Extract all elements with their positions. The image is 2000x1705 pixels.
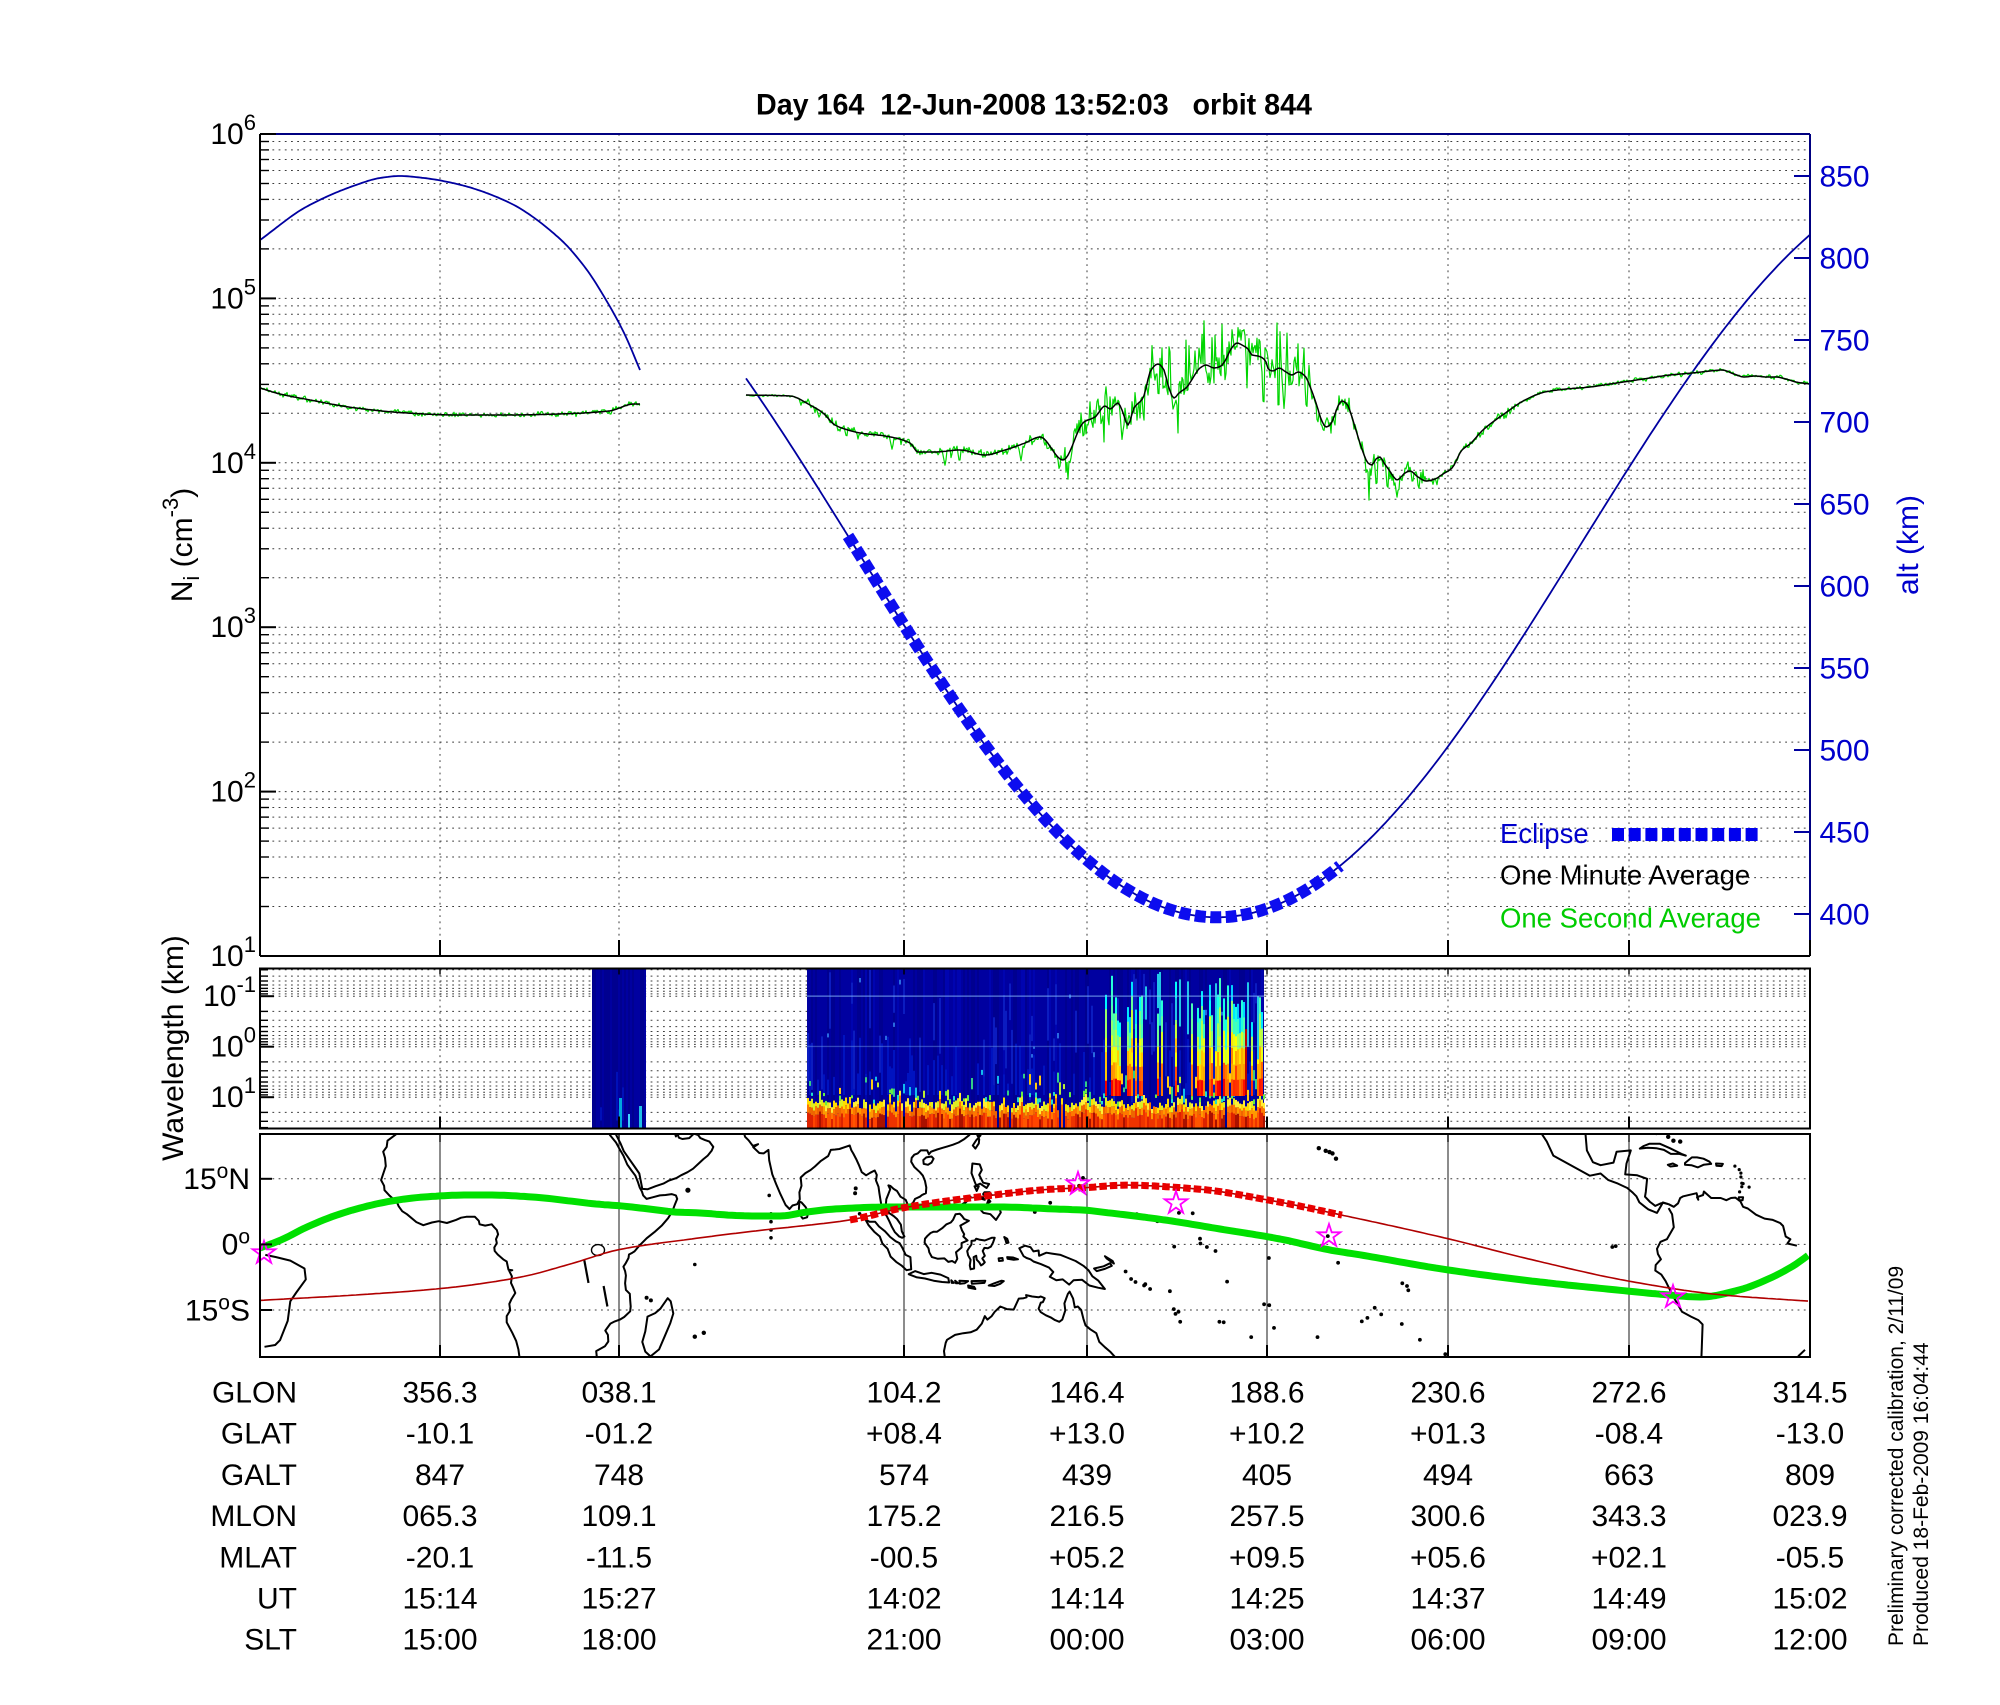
svg-text:+01.3: +01.3 <box>1410 1418 1486 1451</box>
svg-text:15:00: 15:00 <box>402 1624 477 1657</box>
svg-text:-20.1: -20.1 <box>406 1541 474 1574</box>
svg-text:-08.4: -08.4 <box>1595 1418 1663 1451</box>
svg-text:14:02: 14:02 <box>866 1583 941 1616</box>
svg-text:600: 600 <box>1820 570 1870 603</box>
svg-text:+05.6: +05.6 <box>1410 1541 1486 1574</box>
svg-text:439: 439 <box>1062 1459 1112 1492</box>
svg-text:alt (km): alt (km) <box>1892 495 1925 595</box>
svg-text:272.6: 272.6 <box>1591 1377 1666 1410</box>
svg-text:15:02: 15:02 <box>1772 1583 1847 1616</box>
svg-text:MLAT: MLAT <box>219 1541 297 1574</box>
svg-text:847: 847 <box>415 1459 465 1492</box>
svg-text:15oN: 15oN <box>183 1160 250 1196</box>
svg-text:104.2: 104.2 <box>866 1377 941 1410</box>
svg-text:-05.5: -05.5 <box>1776 1541 1844 1574</box>
svg-text:405: 405 <box>1242 1459 1292 1492</box>
svg-text:574: 574 <box>879 1459 929 1492</box>
svg-text:+09.5: +09.5 <box>1229 1541 1305 1574</box>
svg-text:SLT: SLT <box>244 1624 297 1657</box>
svg-text:850: 850 <box>1820 160 1870 193</box>
svg-text:GLON: GLON <box>212 1377 297 1410</box>
svg-text:750: 750 <box>1820 324 1870 357</box>
svg-text:038.1: 038.1 <box>581 1377 656 1410</box>
svg-text:06:00: 06:00 <box>1410 1624 1485 1657</box>
svg-text:Wavelength (km): Wavelength (km) <box>157 935 190 1161</box>
svg-text:18:00: 18:00 <box>581 1624 656 1657</box>
svg-text:-11.5: -11.5 <box>586 1541 652 1574</box>
svg-text:15oS: 15oS <box>185 1291 250 1327</box>
svg-text:12:00: 12:00 <box>1772 1624 1847 1657</box>
svg-text:+13.0: +13.0 <box>1049 1418 1125 1451</box>
svg-text:450: 450 <box>1820 816 1870 849</box>
svg-text:663: 663 <box>1604 1459 1654 1492</box>
svg-text:14:14: 14:14 <box>1049 1583 1124 1616</box>
svg-text:+08.4: +08.4 <box>866 1418 942 1451</box>
svg-text:650: 650 <box>1820 488 1870 521</box>
svg-text:500: 500 <box>1820 734 1870 767</box>
svg-text:+10.2: +10.2 <box>1229 1418 1305 1451</box>
svg-text:-01.2: -01.2 <box>585 1418 653 1451</box>
svg-text:188.6: 188.6 <box>1229 1377 1304 1410</box>
svg-text:-00.5: -00.5 <box>870 1541 938 1574</box>
svg-text:809: 809 <box>1785 1459 1835 1492</box>
svg-text:09:00: 09:00 <box>1591 1624 1666 1657</box>
svg-text:550: 550 <box>1820 652 1870 685</box>
svg-text:748: 748 <box>594 1459 644 1492</box>
svg-text:343.3: 343.3 <box>1591 1500 1666 1533</box>
svg-text:Day 164 12-Jun-2008 13:52:03: Day 164 12-Jun-2008 13:52:03 orbit 844 <box>756 89 1312 122</box>
svg-text:257.5: 257.5 <box>1229 1500 1304 1533</box>
svg-text:14:25: 14:25 <box>1229 1583 1304 1616</box>
svg-text:GLAT: GLAT <box>221 1418 297 1451</box>
svg-text:+02.1: +02.1 <box>1591 1541 1667 1574</box>
svg-text:230.6: 230.6 <box>1410 1377 1485 1410</box>
svg-text:300.6: 300.6 <box>1410 1500 1485 1533</box>
svg-text:-13.0: -13.0 <box>1776 1418 1844 1451</box>
svg-text:Preliminary corrected calibrat: Preliminary corrected calibration, 2/11/… <box>1885 1266 1908 1646</box>
svg-text:+05.2: +05.2 <box>1049 1541 1125 1574</box>
svg-text:03:00: 03:00 <box>1229 1624 1304 1657</box>
svg-text:Eclipse: Eclipse <box>1500 818 1589 849</box>
svg-text:-10.1: -10.1 <box>406 1418 474 1451</box>
svg-text:One Minute Average: One Minute Average <box>1500 860 1750 891</box>
svg-text:356.3: 356.3 <box>402 1377 477 1410</box>
svg-text:023.9: 023.9 <box>1772 1500 1847 1533</box>
svg-text:14:49: 14:49 <box>1591 1583 1666 1616</box>
svg-text:14:37: 14:37 <box>1410 1583 1485 1616</box>
svg-text:400: 400 <box>1820 898 1870 931</box>
svg-text:One Second Average: One Second Average <box>1500 903 1761 934</box>
svg-text:700: 700 <box>1820 406 1870 439</box>
svg-text:146.4: 146.4 <box>1049 1377 1124 1410</box>
svg-text:314.5: 314.5 <box>1772 1377 1847 1410</box>
svg-text:800: 800 <box>1820 242 1870 275</box>
svg-text:15:27: 15:27 <box>581 1583 656 1616</box>
svg-text:21:00: 21:00 <box>866 1624 941 1657</box>
svg-text:GALT: GALT <box>221 1459 297 1492</box>
svg-text:15:14: 15:14 <box>402 1583 477 1616</box>
svg-text:109.1: 109.1 <box>581 1500 656 1533</box>
svg-text:UT: UT <box>257 1583 297 1616</box>
svg-text:065.3: 065.3 <box>402 1500 477 1533</box>
svg-text:216.5: 216.5 <box>1049 1500 1124 1533</box>
svg-text:MLON: MLON <box>210 1500 297 1533</box>
svg-text:175.2: 175.2 <box>866 1500 941 1533</box>
svg-text:494: 494 <box>1423 1459 1473 1492</box>
svg-text:Produced 18-Feb-2009 16:04:44: Produced 18-Feb-2009 16:04:44 <box>1910 1342 1933 1646</box>
svg-text:00:00: 00:00 <box>1049 1624 1124 1657</box>
